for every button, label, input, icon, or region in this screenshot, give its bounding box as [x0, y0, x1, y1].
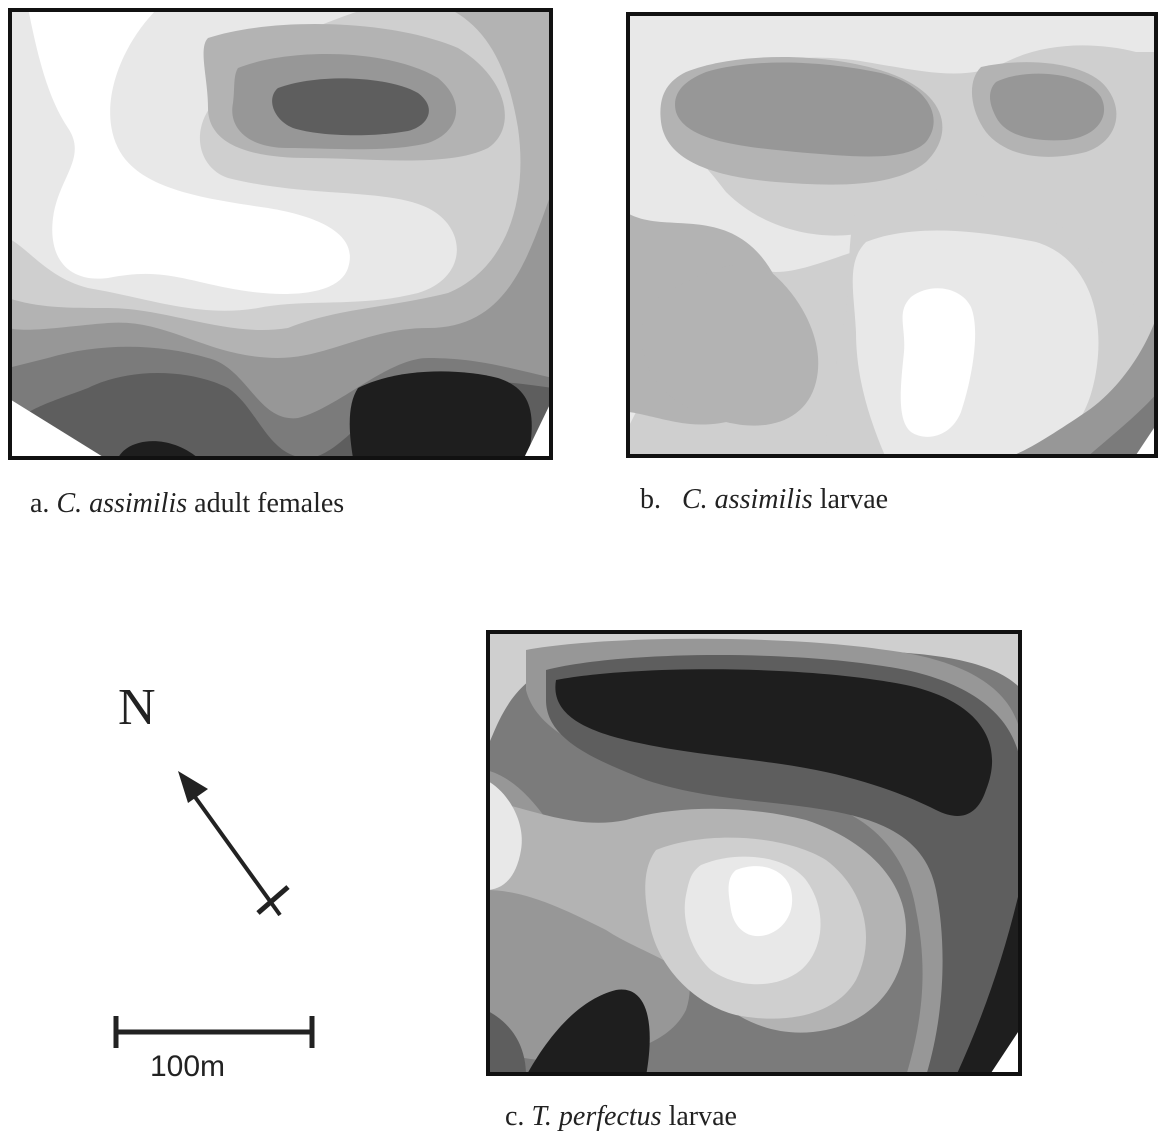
caption-c: c. T. perfectus larvae [505, 1101, 737, 1133]
map-panel-b [626, 12, 1158, 458]
caption-a: a. C. assimilis adult females [30, 488, 344, 520]
caption-b-suffix: larvae [819, 484, 889, 515]
map-panel-c [486, 630, 1022, 1076]
map-panel-a [8, 8, 553, 460]
contour-map-c [486, 630, 1022, 1076]
caption-b-letter: b. [640, 484, 661, 515]
scale-bar [113, 1016, 315, 1048]
caption-c-species: T. perfectus [531, 1101, 662, 1132]
north-arrow-icon [178, 771, 290, 917]
caption-a-suffix: adult females [194, 488, 345, 519]
caption-c-suffix: larvae [668, 1101, 737, 1132]
north-label: N [118, 679, 156, 736]
caption-c-letter: c. [505, 1101, 525, 1132]
contour-map-a [8, 8, 553, 460]
caption-a-species: C. assimilis [56, 488, 188, 519]
caption-b: b. C. assimilis larvae [640, 484, 888, 516]
caption-a-letter: a. [30, 488, 50, 519]
scale-bar-label: 100m [150, 1050, 226, 1083]
contour-map-b [626, 12, 1158, 458]
caption-b-species: C. assimilis [682, 484, 813, 515]
